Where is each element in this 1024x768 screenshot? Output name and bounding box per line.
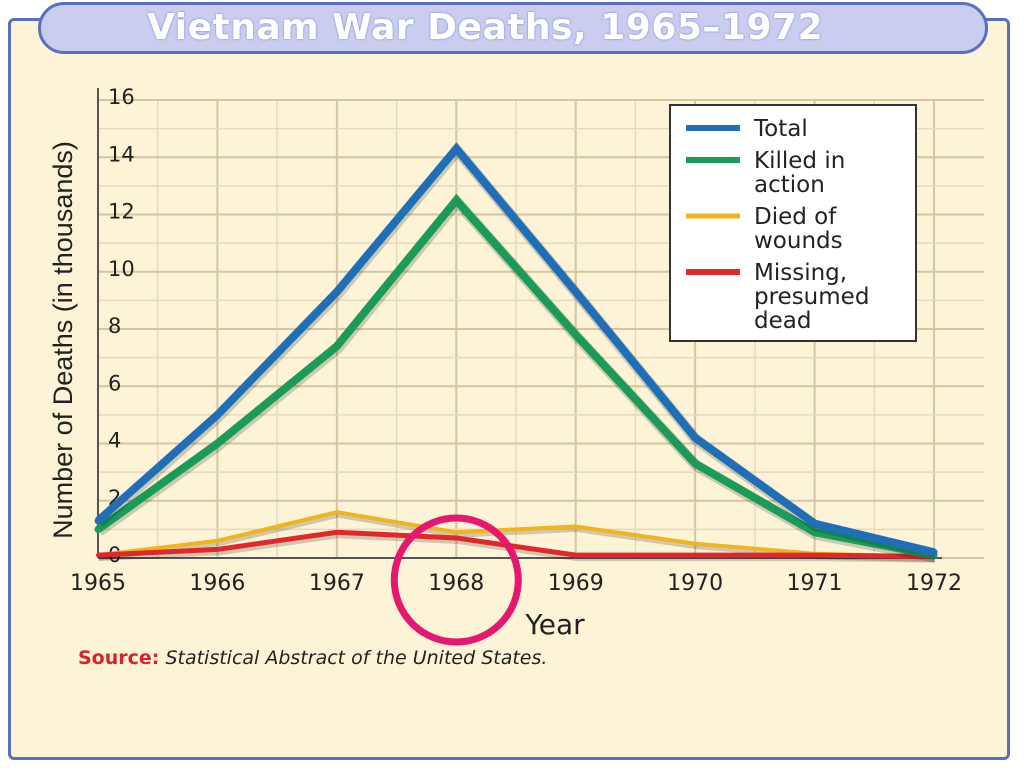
- x-tick-label: 1966: [189, 571, 245, 596]
- y-tick-label: 16: [108, 85, 135, 109]
- y-tick-label: 8: [108, 314, 121, 338]
- series-total-line: [95, 142, 935, 557]
- series-died-of-wounds-point: [215, 539, 219, 543]
- series-killed-in-action-line: [95, 194, 935, 560]
- series-died-of-wounds-point: [574, 525, 578, 529]
- y-tick-label: 12: [108, 200, 135, 224]
- series-died-of-wounds-line: [97, 510, 935, 559]
- series-total-point: [572, 288, 580, 296]
- legend-box: [669, 104, 917, 342]
- legend-missing-presumed-dead-label: Missing, presumed dead: [754, 260, 869, 334]
- series-missing-presumed-dead-point: [215, 547, 220, 552]
- series-total-point: [691, 434, 699, 442]
- x-axis-label: Year: [524, 608, 585, 641]
- series-total-point: [333, 288, 341, 296]
- series-died-of-wounds-point: [454, 530, 458, 534]
- series-total-point: [452, 145, 460, 153]
- series-missing-presumed-dead-point: [573, 553, 578, 558]
- x-tick-label: 1968: [428, 571, 484, 596]
- source-note: Source: Statistical Abstract of the Unit…: [78, 647, 547, 669]
- series-missing-presumed-dead-point: [693, 553, 698, 558]
- series-missing-presumed-dead-line: [97, 529, 935, 560]
- series-killed-in-action-point: [213, 440, 221, 447]
- series-killed-in-action-point: [811, 528, 819, 536]
- series-killed-in-action-point: [452, 196, 460, 204]
- series-missing-presumed-dead-point: [334, 530, 339, 535]
- y-tick-label: 4: [108, 429, 121, 453]
- series: [94, 142, 938, 563]
- x-tick-label: 1969: [548, 571, 604, 596]
- legend-killed-in-action-label: Killed in action: [754, 148, 845, 198]
- x-tick-label: 1965: [70, 571, 126, 596]
- legend-total-label: Total: [753, 116, 808, 142]
- axes: [97, 88, 942, 559]
- source-text: Statistical Abstract of the United State…: [165, 647, 548, 669]
- source-label: Source:: [78, 647, 160, 669]
- series-killed-in-action-point: [572, 331, 580, 339]
- x-tick-label: 1971: [787, 571, 843, 596]
- series-missing-presumed-dead-point: [96, 553, 100, 558]
- highlight-circle: [390, 514, 522, 646]
- x-tick-label: 1972: [906, 571, 962, 596]
- chart-title: Vietnam War Deaths, 1965–1972: [147, 7, 824, 48]
- series-died-of-wounds-point: [693, 542, 697, 546]
- series-killed-in-action-point: [94, 525, 102, 533]
- y-tick-label: 10: [108, 257, 135, 281]
- y-tick-label: 6: [108, 371, 121, 395]
- x-axis-ticks: 1965 1966 1967 1968 1969 1970 1971 1972: [70, 571, 962, 596]
- series-total-point: [94, 517, 102, 525]
- series-killed-in-action-point: [333, 342, 341, 350]
- y-tick-label: 14: [108, 142, 135, 166]
- title-banner: Vietnam War Deaths, 1965–1972: [38, 2, 988, 54]
- series-total-point: [930, 548, 938, 556]
- legend-died-of-wounds-label: Died of wounds: [754, 204, 843, 254]
- series-missing-presumed-dead-point: [454, 535, 459, 540]
- series-died-of-wounds-point: [335, 510, 339, 514]
- x-tick-label: 1970: [667, 571, 723, 596]
- series-killed-in-action-point: [691, 460, 699, 468]
- annotations: [390, 514, 522, 646]
- series-total-point: [213, 411, 221, 419]
- series-missing-presumed-dead-point: [812, 553, 817, 558]
- x-tick-label: 1967: [309, 571, 365, 596]
- legend: Total Killed in action Died of wounds Missing…: [669, 104, 917, 342]
- y-axis-label: Number of Deaths (in thousands): [48, 141, 78, 539]
- series-total-point: [811, 520, 819, 528]
